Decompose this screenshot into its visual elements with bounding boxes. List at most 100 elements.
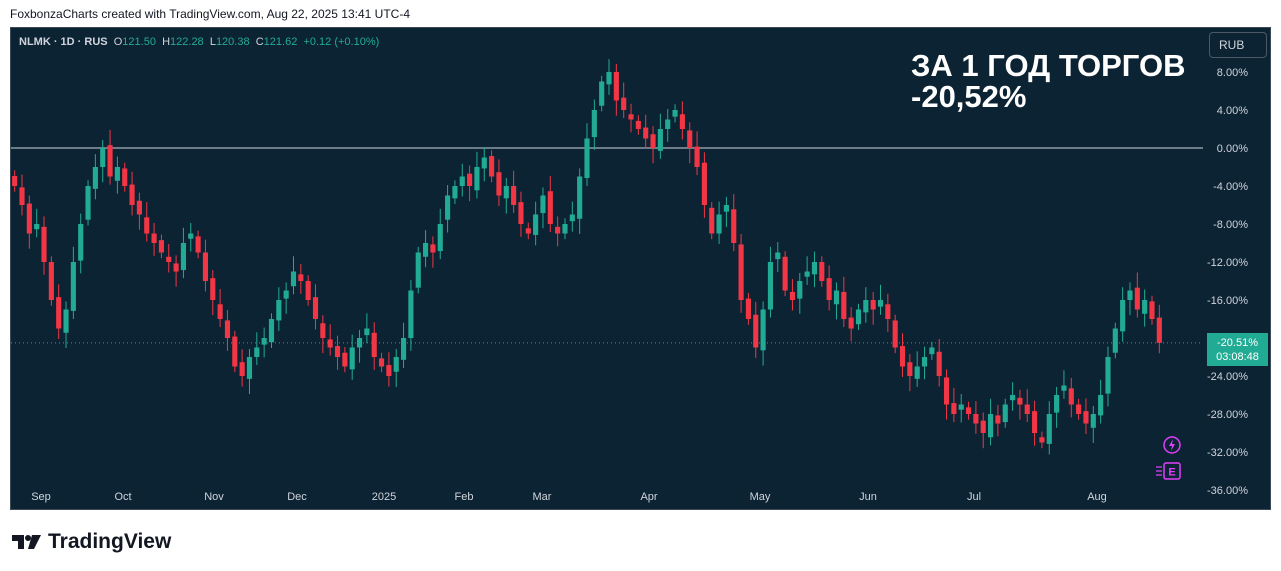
y-tick-label: -36.00% xyxy=(1207,485,1248,497)
candle-body xyxy=(166,256,172,262)
candle xyxy=(621,82,627,119)
zero-line-layer xyxy=(11,147,1203,344)
candle-body xyxy=(1083,411,1089,424)
candle-body xyxy=(760,309,766,351)
candle-body xyxy=(41,226,47,262)
candle-body xyxy=(342,352,348,367)
candle xyxy=(195,230,201,259)
candle xyxy=(496,159,502,206)
tradingview-logo[interactable]: TradingView xyxy=(12,530,171,554)
open-label: O xyxy=(113,36,123,48)
candle-body xyxy=(1090,414,1096,428)
x-tick-label: Feb xyxy=(455,491,474,503)
candle xyxy=(694,131,700,176)
x-tick-label: Sep xyxy=(31,491,51,503)
candle-body xyxy=(34,224,40,230)
candle-body xyxy=(437,224,443,252)
candle xyxy=(731,194,737,252)
candle xyxy=(753,301,759,358)
candle xyxy=(312,284,319,330)
candlestick-chart[interactable]: 8.00% 4.00% 0.00% -4.00% -8.00% -12.00% -16.00… xyxy=(11,28,1270,509)
candle-body xyxy=(122,168,128,186)
chart-header: FoxbonzaCharts created with TradingView.… xyxy=(10,7,411,21)
candle-body xyxy=(56,297,62,329)
candle-body xyxy=(540,195,546,214)
y-tick-label: -28.00% xyxy=(1207,409,1248,421)
candle xyxy=(540,187,546,229)
close-value: 121.62 xyxy=(263,36,298,48)
candle xyxy=(1083,398,1089,434)
candle-body xyxy=(811,262,818,275)
candle xyxy=(19,174,25,216)
candle-body xyxy=(679,114,685,129)
candle xyxy=(41,216,47,275)
candle xyxy=(723,196,729,227)
candle xyxy=(342,347,348,373)
candle xyxy=(1061,370,1067,399)
candle xyxy=(833,282,840,320)
candle xyxy=(775,242,781,272)
candle-body xyxy=(899,346,906,367)
lightning-icon[interactable] xyxy=(1163,436,1181,454)
candle xyxy=(459,163,465,197)
candle xyxy=(892,314,898,354)
x-tick-label: Dec xyxy=(287,491,307,503)
candle-body xyxy=(753,314,759,348)
candle xyxy=(870,291,876,325)
candle-body xyxy=(738,244,744,300)
y-tick-label: -8.00% xyxy=(1213,219,1248,231)
candle-body xyxy=(606,72,612,85)
y-axis: 8.00% 4.00% 0.00% -4.00% -8.00% -12.00% -16.00… xyxy=(1207,67,1248,497)
candle xyxy=(415,246,421,294)
candle-body xyxy=(694,146,700,167)
candle xyxy=(107,129,113,185)
candle-body xyxy=(665,119,671,129)
currency-button[interactable]: RUB xyxy=(1209,32,1267,58)
candle-body xyxy=(312,297,319,319)
candle xyxy=(26,195,32,249)
candle xyxy=(804,256,810,285)
candle xyxy=(217,289,223,328)
candle xyxy=(1032,400,1038,446)
candle xyxy=(921,346,928,380)
candle xyxy=(12,170,18,192)
candle-body xyxy=(224,320,231,338)
chart-panel[interactable]: 8.00% 4.00% 0.00% -4.00% -8.00% -12.00% -16.00… xyxy=(10,27,1271,510)
candle xyxy=(995,404,1001,437)
candle-body xyxy=(26,203,32,234)
x-axis: Sep Oct Nov Dec 2025 Feb Mar Apr May Jun Jul Aug xyxy=(31,491,1107,503)
candle xyxy=(987,398,994,446)
candle xyxy=(1120,287,1126,342)
x-tick-label: Aug xyxy=(1087,491,1107,503)
candle xyxy=(481,147,487,182)
candle-body xyxy=(467,173,473,186)
candle-body xyxy=(613,72,619,101)
candle-body xyxy=(481,157,487,169)
candle xyxy=(386,352,392,387)
candle-body xyxy=(1010,395,1016,401)
candle-body xyxy=(327,339,333,348)
candle-body xyxy=(246,357,253,379)
candle-body xyxy=(305,281,311,300)
candle xyxy=(276,287,282,331)
candle xyxy=(34,208,40,238)
candle-body xyxy=(885,304,891,319)
candle-body xyxy=(943,377,950,405)
candle-body xyxy=(1017,397,1023,405)
candle-body xyxy=(283,290,289,299)
candle xyxy=(643,114,649,149)
candle xyxy=(423,230,429,268)
candle-body xyxy=(628,114,634,120)
y-tick-label: -24.00% xyxy=(1207,371,1248,383)
candle xyxy=(364,313,370,344)
candle xyxy=(855,303,862,330)
candle xyxy=(533,201,539,246)
candle-body xyxy=(474,167,480,191)
candle-layer xyxy=(12,59,1162,455)
candle-body xyxy=(687,130,693,148)
candle-body xyxy=(511,186,517,205)
candle xyxy=(1134,272,1140,318)
candle xyxy=(1024,389,1030,423)
candle xyxy=(151,223,157,256)
earnings-e-icon[interactable]: E xyxy=(1154,461,1184,481)
